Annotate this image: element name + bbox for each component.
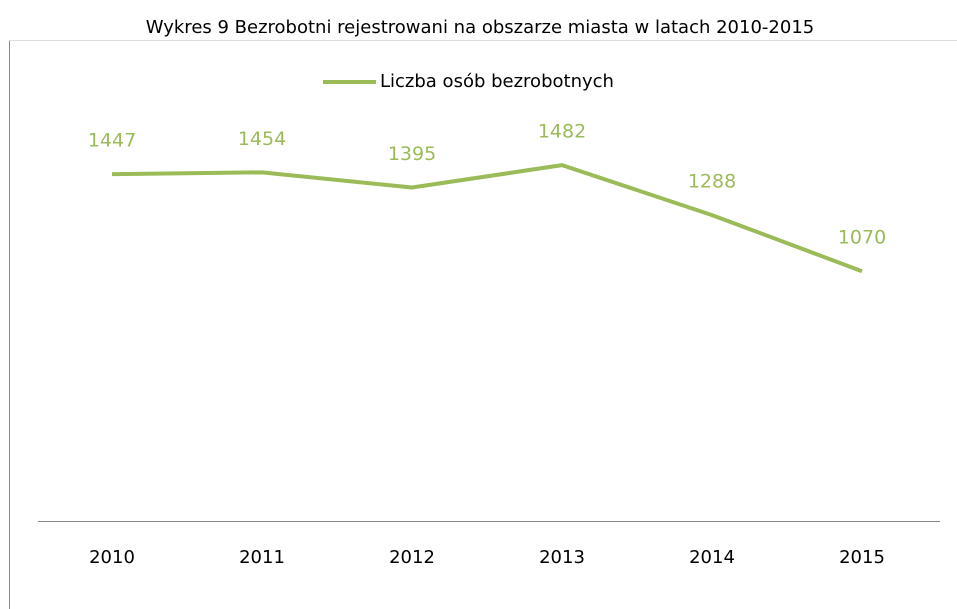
data-label: 1447 xyxy=(88,130,136,152)
data-label: 1482 xyxy=(538,121,586,143)
x-tick-label: 2011 xyxy=(239,547,285,568)
legend-label: Liczba osób bezrobotnych xyxy=(380,71,614,92)
data-label: 1070 xyxy=(838,227,886,249)
x-tick-label: 2012 xyxy=(389,547,435,568)
x-tick-label: 2013 xyxy=(539,547,585,568)
data-label: 1395 xyxy=(388,143,436,165)
x-tick-label: 2014 xyxy=(689,547,735,568)
data-label: 1288 xyxy=(688,171,736,193)
data-label: 1454 xyxy=(238,128,286,150)
line-series xyxy=(111,163,863,274)
chart-title: Wykres 9 Bezrobotni rejestrowani na obsz… xyxy=(146,17,814,38)
x-tick-label: 2010 xyxy=(89,547,135,568)
x-tick-label: 2015 xyxy=(839,547,885,568)
